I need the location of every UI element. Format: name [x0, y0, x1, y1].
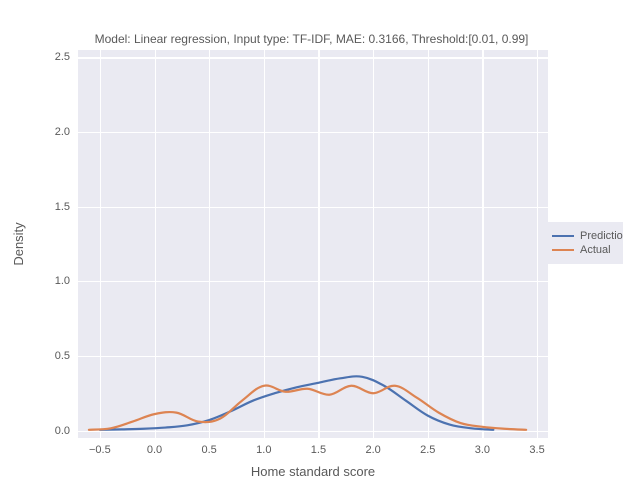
xtick-label: 3.0: [475, 444, 490, 456]
xtick-label: 0.0: [147, 444, 162, 456]
legend: Prediction Actual: [544, 222, 623, 264]
density-chart: Model: Linear regression, Input type: TF…: [0, 0, 623, 500]
legend-item-actual: Actual: [552, 244, 623, 256]
chart-title: Model: Linear regression, Input type: TF…: [0, 32, 623, 46]
series-line-prediction: [100, 376, 493, 429]
legend-item-prediction: Prediction: [552, 230, 623, 242]
xtick-label: 3.5: [529, 444, 544, 456]
ytick-label: 2.5: [55, 51, 70, 63]
x-axis-label: Home standard score: [251, 464, 375, 479]
xtick-label: 0.5: [202, 444, 217, 456]
xtick-label: 2.5: [420, 444, 435, 456]
ytick-label: 1.5: [55, 201, 70, 213]
xtick-label: 1.5: [311, 444, 326, 456]
legend-label-actual: Actual: [580, 244, 611, 256]
ytick-label: 0.5: [55, 350, 70, 362]
ytick-label: 2.0: [55, 126, 70, 138]
plot-area: −0.50.00.51.01.52.02.53.03.5 0.00.51.01.…: [78, 50, 548, 438]
legend-label-prediction: Prediction: [580, 230, 623, 242]
series-lines: [78, 50, 548, 438]
legend-swatch-prediction: [552, 235, 574, 237]
ytick-label: 1.0: [55, 275, 70, 287]
legend-swatch-actual: [552, 249, 574, 251]
series-line-actual: [89, 386, 526, 430]
xtick-label: −0.5: [89, 444, 111, 456]
xtick-label: 1.0: [256, 444, 271, 456]
xtick-label: 2.0: [365, 444, 380, 456]
ytick-label: 0.0: [55, 425, 70, 437]
y-axis-label: Density: [11, 222, 26, 265]
